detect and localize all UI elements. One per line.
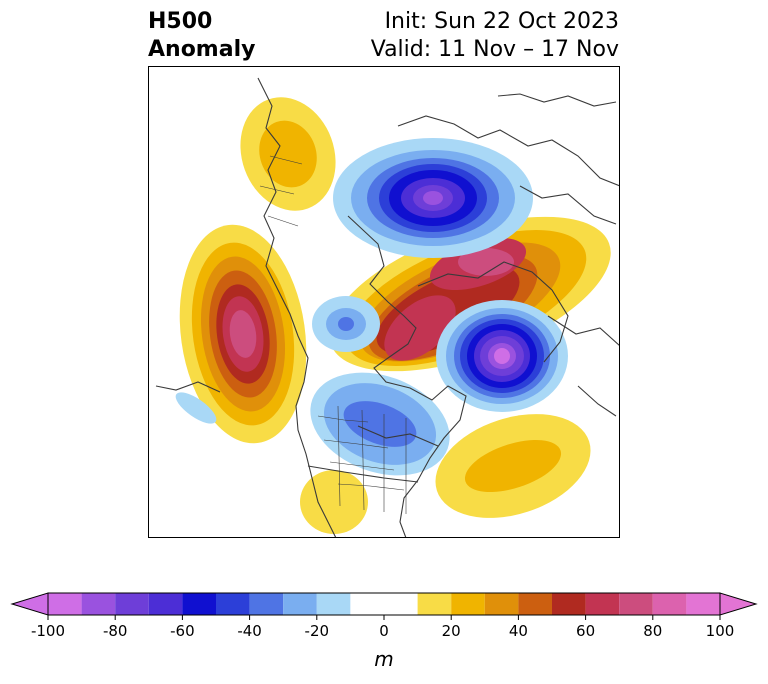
title-right: Init: Sun 22 Oct 2023 Valid: 11 Nov – 17… [371, 8, 619, 64]
anomaly-trough-pacific [175, 392, 217, 424]
valid-range: Valid: 11 Nov – 17 Nov [370, 37, 619, 62]
colorbar-tick-label: -40 [237, 622, 262, 640]
colorbar-swatch [283, 593, 317, 615]
colorbar-swatch [316, 593, 351, 615]
colorbar-tick-label: -20 [305, 622, 330, 640]
colorbar-tick-label: 60 [576, 622, 595, 640]
anomaly-ridge-gulf [300, 470, 368, 534]
colorbar-extend-min [10, 592, 49, 616]
colorbar-swatch [619, 593, 653, 615]
colorbar: -100 -80 -60 -40 -20 0 20 40 60 80 100 m [10, 592, 758, 671]
colorbar-swatch [451, 593, 485, 615]
init-date: Init: Sun 22 Oct 2023 [384, 9, 619, 34]
colorbar-tick-label: -80 [103, 622, 128, 640]
colorbar-swatch [585, 593, 620, 615]
colorbar-swatch [48, 593, 82, 615]
colorbar-unit-label: m [374, 647, 393, 671]
anomaly-trough-siberia [333, 138, 533, 258]
colorbar-swatch [552, 593, 586, 615]
colorbar-swatch [484, 593, 519, 615]
colorbar-tick-label: 40 [509, 622, 528, 640]
colorbar-swatch [350, 593, 418, 615]
state-borders [259, 155, 407, 514]
colorbar-swatch [686, 593, 720, 615]
colorbar-swatch [652, 593, 687, 615]
colorbar-tick-label: 100 [706, 622, 735, 640]
colorbar-tick-label: -100 [31, 622, 65, 640]
anomaly-trough-hudson [312, 296, 380, 352]
colorbar-swatch [249, 593, 284, 615]
coastlines [155, 77, 620, 538]
anomaly-ridge-arctic [329, 216, 611, 372]
title-left: H500 Anomaly [148, 8, 255, 64]
title-variable: H500 [148, 9, 213, 34]
colorbar-swatch [216, 593, 250, 615]
colorbar-swatch [417, 593, 452, 615]
colorbar-swatch [115, 593, 149, 615]
colorbar-swatch [518, 593, 552, 615]
colorbar-swatch [81, 593, 116, 615]
colorbar-tick-label: -60 [170, 622, 195, 640]
title-type: Anomaly [148, 37, 256, 62]
colorbar-extend-max [719, 592, 758, 616]
colorbar-swatch [182, 593, 216, 615]
colorbar-swatch [148, 593, 183, 615]
colorbar-tick-label: 20 [442, 622, 461, 640]
colorbar-tick-label: 80 [643, 622, 662, 640]
anomaly-trough-north-atlantic [436, 300, 568, 412]
anomaly-map [148, 66, 620, 538]
colorbar-tick-label: 0 [379, 622, 389, 640]
anomaly-ridge-atlantic [435, 414, 591, 518]
